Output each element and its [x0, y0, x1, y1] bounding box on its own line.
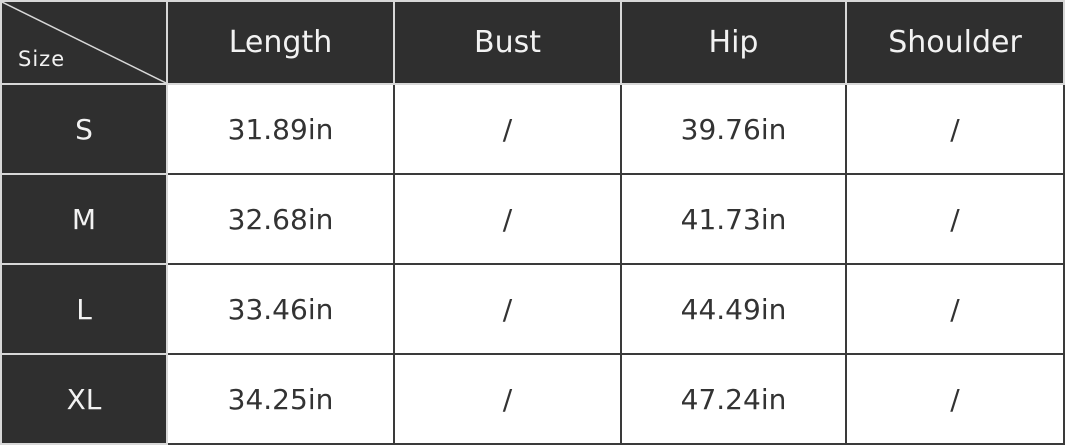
table-row: L 33.46in / 44.49in /: [0, 263, 1065, 355]
column-header-hip: Hip: [620, 0, 847, 85]
hip-cell: 39.76in: [620, 83, 847, 175]
shoulder-cell: /: [845, 263, 1065, 355]
bust-cell: /: [393, 353, 622, 445]
shoulder-cell: /: [845, 83, 1065, 175]
column-header-shoulder: Shoulder: [845, 0, 1065, 85]
size-cell: M: [0, 173, 168, 265]
bust-cell: /: [393, 173, 622, 265]
size-label: Size: [18, 47, 66, 71]
length-cell: 32.68in: [166, 173, 395, 265]
column-header-length: Length: [166, 0, 395, 85]
size-cell: L: [0, 263, 168, 355]
shoulder-cell: /: [845, 353, 1065, 445]
size-chart-table: Size Length Bust Hip Shoulder S 31.89in …: [0, 0, 1065, 445]
bust-cell: /: [393, 83, 622, 175]
diagonal-divider: [2, 2, 166, 83]
size-cell: S: [0, 83, 168, 175]
column-header-bust: Bust: [393, 0, 622, 85]
shoulder-cell: /: [845, 173, 1065, 265]
header-row: Size Length Bust Hip Shoulder: [0, 0, 1065, 85]
size-cell: XL: [0, 353, 168, 445]
length-cell: 33.46in: [166, 263, 395, 355]
table-row: XL 34.25in / 47.24in /: [0, 353, 1065, 445]
table-row: S 31.89in / 39.76in /: [0, 83, 1065, 175]
bust-cell: /: [393, 263, 622, 355]
hip-cell: 47.24in: [620, 353, 847, 445]
corner-header-cell: Size: [0, 0, 168, 85]
hip-cell: 41.73in: [620, 173, 847, 265]
table-row: M 32.68in / 41.73in /: [0, 173, 1065, 265]
length-cell: 31.89in: [166, 83, 395, 175]
hip-cell: 44.49in: [620, 263, 847, 355]
length-cell: 34.25in: [166, 353, 395, 445]
